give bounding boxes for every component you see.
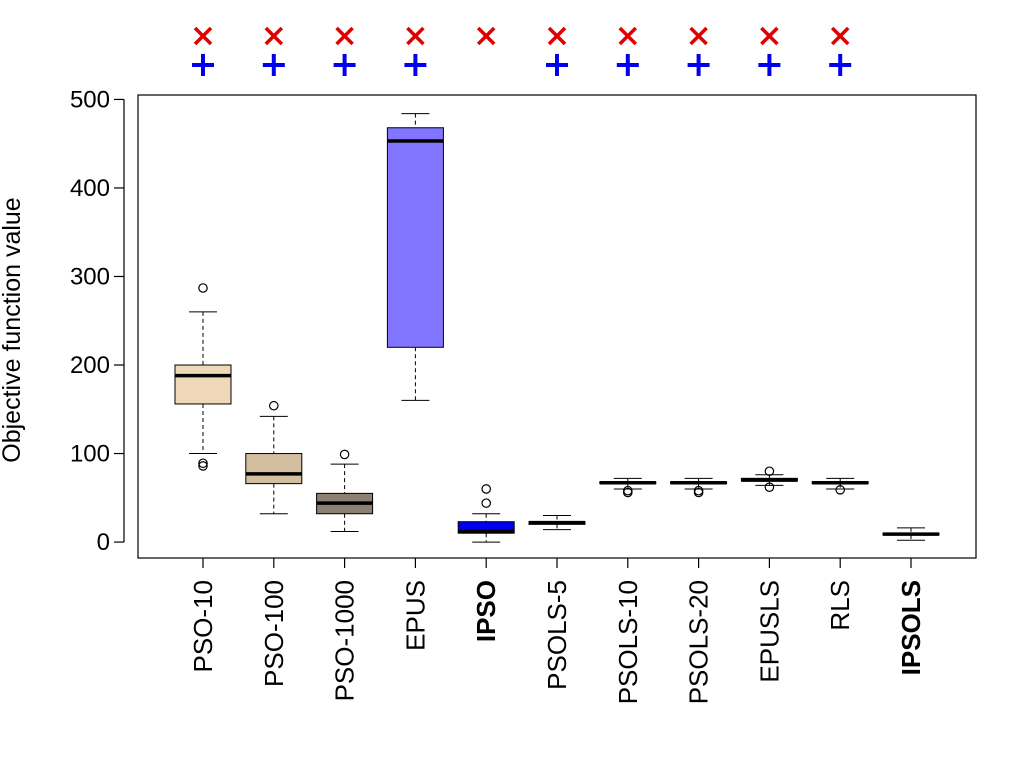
cross-stroke <box>618 26 638 46</box>
iqr-box <box>386 127 444 348</box>
cross-marker-psols-5 <box>547 26 567 46</box>
outlier-point <box>764 482 775 492</box>
box-epus <box>386 113 444 401</box>
cross-marker-psols-20 <box>689 26 708 46</box>
plus-marker-psols-10 <box>616 54 639 76</box>
outlier-point <box>198 461 208 471</box>
cross-stroke <box>335 26 354 46</box>
outlier-point <box>198 283 208 293</box>
cross-stroke <box>547 26 567 46</box>
y-tick-label-0: 0 <box>97 529 110 556</box>
y-tick-label-400: 400 <box>70 175 110 202</box>
outlier-point <box>481 484 491 494</box>
y-axis: 0 100 200 300 400 500 <box>70 86 125 556</box>
box-psols-10 <box>599 477 657 498</box>
plus-marker-pso-100 <box>262 54 285 76</box>
y-tick-label-200: 200 <box>70 352 110 379</box>
outlier-point <box>198 458 208 469</box>
cross-stroke <box>689 26 708 46</box>
box-pso-100 <box>245 400 303 515</box>
outlier-point <box>481 498 491 508</box>
box-psols-20 <box>670 477 728 498</box>
box-ipsols <box>882 527 940 541</box>
plus-marker-epus <box>404 54 427 76</box>
outlier-point <box>622 487 633 498</box>
markers-layer <box>192 26 852 76</box>
outlier-point <box>339 449 350 460</box>
x-tick-label-pso-10: PSO-10 <box>188 580 218 673</box>
x-tick-label-epusls: EPUSLS <box>754 580 784 683</box>
outlier-point <box>835 485 845 495</box>
cross-marker-rls <box>830 26 850 46</box>
x-tick-label-epus: EPUS <box>400 580 430 651</box>
y-axis-title: Objective function value <box>0 197 26 462</box>
box-ipso <box>457 484 515 543</box>
cross-stroke <box>264 26 284 46</box>
x-tick-label-psols-20: PSOLS-20 <box>684 580 714 704</box>
cross-marker-epus <box>406 26 425 46</box>
cross-stroke <box>830 26 850 46</box>
plus-marker-psols-5 <box>546 54 568 76</box>
cross-stroke <box>476 26 496 46</box>
plus-marker-pso-1000 <box>333 54 356 76</box>
cross-marker-pso-100 <box>264 26 284 46</box>
x-tick-label-ipso: IPSO <box>471 580 501 642</box>
box-psols-5 <box>528 515 586 531</box>
cross-stroke <box>193 26 213 46</box>
x-tick-label-pso-100: PSO-100 <box>259 580 289 687</box>
plus-marker-pso-10 <box>192 54 214 76</box>
box-pso-10 <box>174 283 232 471</box>
iqr-box <box>457 521 515 534</box>
cross-marker-pso-1000 <box>335 26 354 46</box>
box-epusls <box>740 466 798 492</box>
cross-stroke <box>760 26 779 46</box>
x-tick-label-pso-1000: PSO-1000 <box>330 580 360 701</box>
cross-marker-ipso <box>476 26 496 46</box>
cross-stroke <box>406 26 425 46</box>
box-rls <box>811 477 869 495</box>
box-pso-1000 <box>316 449 374 532</box>
y-tick-label-500: 500 <box>70 86 110 113</box>
cross-marker-pso-10 <box>193 26 213 46</box>
iqr-box <box>245 453 303 485</box>
plus-marker-epusls <box>758 54 781 76</box>
x-tick-label-rls: RLS <box>825 580 855 631</box>
y-tick-label-300: 300 <box>70 263 110 290</box>
plus-marker-psols-20 <box>687 54 710 76</box>
outlier-point <box>764 466 775 477</box>
boxes-layer <box>174 113 940 543</box>
x-tick-label-ipsols: IPSOLS <box>896 580 926 675</box>
cross-marker-epusls <box>760 26 779 46</box>
x-tick-label-psols-10: PSOLS-10 <box>613 580 643 704</box>
y-tick-label-100: 100 <box>70 441 110 468</box>
outlier-point <box>268 400 279 411</box>
plus-marker-rls <box>829 54 852 76</box>
cross-marker-psols-10 <box>618 26 638 46</box>
x-tick-label-psols-5: PSOLS-5 <box>542 580 572 690</box>
x-axis-labels: PSO-10 PSO-100 PSO-1000 EPUS IPSO PSOLS-5 PSOL… <box>188 558 926 704</box>
outlier-point <box>693 487 704 498</box>
iqr-box <box>174 364 232 405</box>
